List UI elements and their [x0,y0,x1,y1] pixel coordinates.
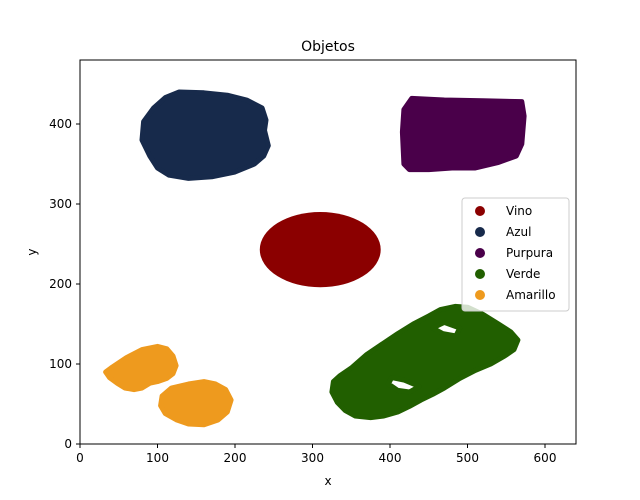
legend-marker-amarillo [475,290,485,300]
legend-marker-azul [475,227,485,237]
x-tick-label: 100 [146,451,169,465]
legend: Vino Azul Purpura Verde Amarillo [461,197,570,312]
legend-box [461,197,570,312]
y-tick-label: 300 [49,197,72,211]
series-azul-points [139,89,271,181]
x-tick-label: 600 [534,451,557,465]
legend-label-purpura: Purpura [506,246,553,260]
x-axis-label: x [324,474,331,488]
legend-marker-purpura [475,248,485,258]
x-tick-label: 500 [456,451,479,465]
x-tick-label: 300 [301,451,324,465]
axes-frame [79,59,577,445]
legend-label-vino: Vino [506,204,532,218]
series-vino-points [259,212,381,288]
legend-label-amarillo: Amarillo [506,288,556,302]
y-tick-label: 400 [49,117,72,131]
chart-title: Objetos [301,39,355,55]
x-tick-label: 0 [76,451,84,465]
x-tick-label: 400 [379,451,402,465]
x-tick-label: 200 [224,451,247,465]
legend-label-verde: Verde [506,267,540,281]
y-tick-label: 100 [49,357,72,371]
y-tick-label: 0 [64,437,72,451]
y-axis-label: y [25,248,39,255]
legend-label-azul: Azul [506,225,531,239]
series-amarillo-points [103,343,234,428]
legend-marker-verde [475,269,485,279]
legend-marker-vino [475,206,485,216]
series-verde-points [329,303,521,421]
data-layer [103,89,527,428]
y-tick-label: 200 [49,277,72,291]
x-axis-ticks: 0 100 200 300 400 500 600 [76,444,556,465]
series-purpura-points [399,95,527,173]
y-axis-ticks: 0 100 200 300 400 [49,117,80,451]
